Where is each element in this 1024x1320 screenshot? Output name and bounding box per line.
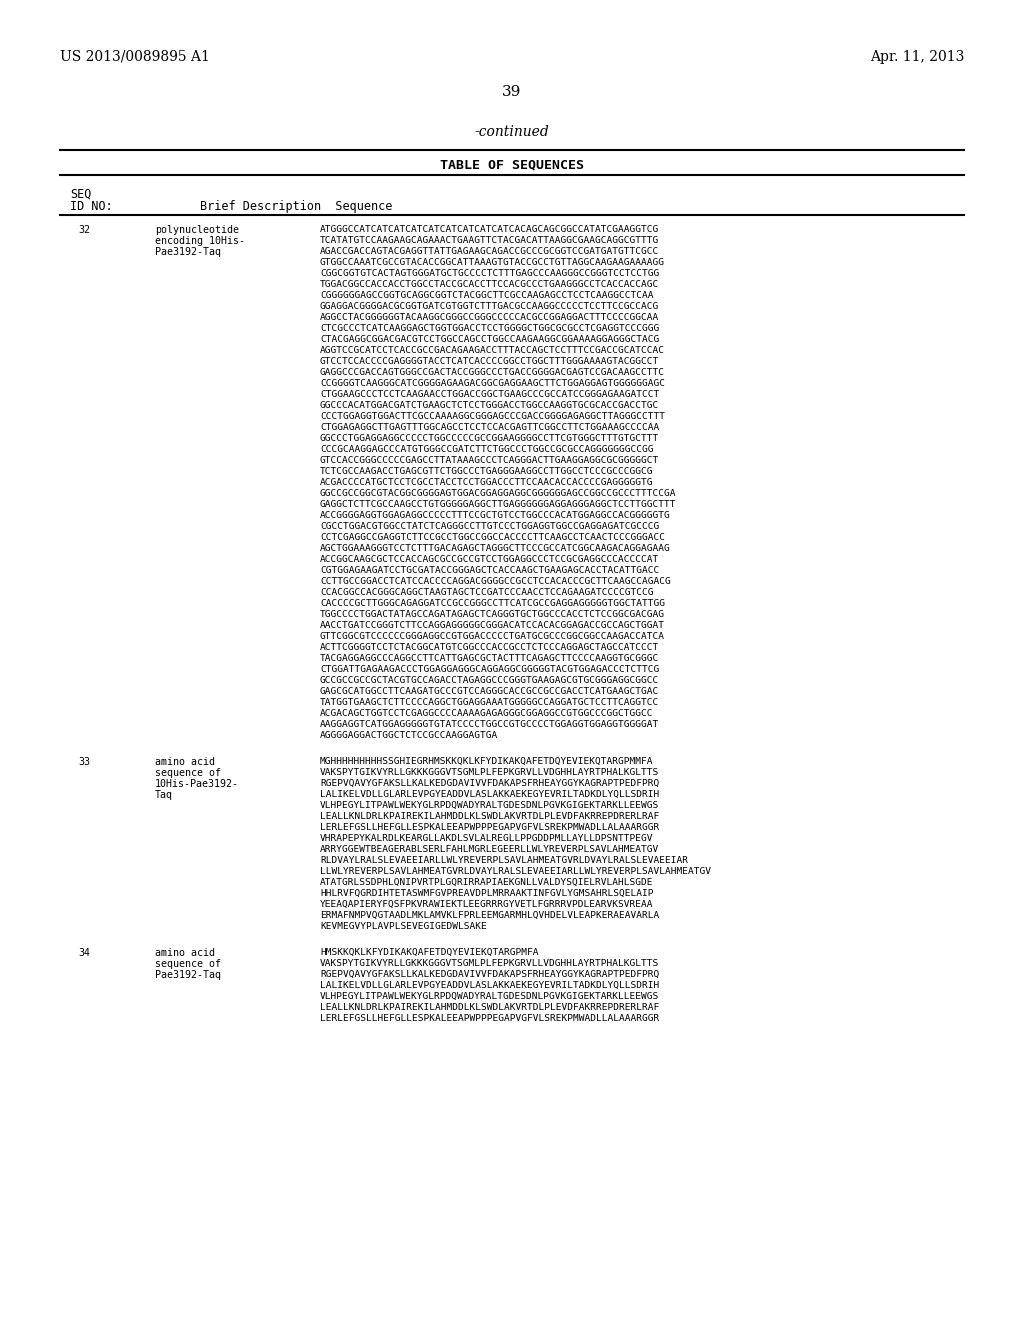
- Text: RLDVAYLRALSLEVAEEIARLLWLYREVERPLSAVLAHMEATGVRLDVAYLRALSLEVAEEIAR: RLDVAYLRALSLEVAEEIARLLWLYREVERPLSAVLAHME…: [319, 855, 688, 865]
- Text: US 2013/0089895 A1: US 2013/0089895 A1: [60, 50, 210, 63]
- Text: amino acid: amino acid: [155, 756, 215, 767]
- Text: GAGCGCATGGCCTTCAAGATGCCCGTCCAGGGCACCGCCGCCGACCTCATGAAGCTGAC: GAGCGCATGGCCTTCAAGATGCCCGTCCAGGGCACCGCCG…: [319, 686, 659, 696]
- Text: Pae3192-Taq: Pae3192-Taq: [155, 247, 221, 257]
- Text: GGCCCTGGAGGAGGCCCCCTGGCCCCCGCCGGAAGGGGCCTTCGTGGGCTTTGTGCTTT: GGCCCTGGAGGAGGCCCCCTGGCCCCCGCCGGAAGGGGCC…: [319, 434, 659, 444]
- Text: ATGGGCCATCATCATCATCATCATCATCATCATCACAGCAGCGGCCATATCGAAGGTCG: ATGGGCCATCATCATCATCATCATCATCATCATCACAGCA…: [319, 224, 659, 234]
- Text: KEVMEGVYPLAVPLSEVEGIGEDWLSAKE: KEVMEGVYPLAVPLSEVEGIGEDWLSAKE: [319, 921, 486, 931]
- Text: AGGTCCGCATCCTCACCGCCGACAGAAGACCTTTACCAGCTCCTTTCCGACCGCATCCAC: AGGTCCGCATCCTCACCGCCGACAGAAGACCTTTACCAGC…: [319, 346, 665, 355]
- Text: GTTCGGCGTCCCCCCGGGAGGCCGTGGACCCCCTGATGCGCCCGGCGGCCAAGACCATCA: GTTCGGCGTCCCCCCGGGAGGCCGTGGACCCCCTGATGCG…: [319, 632, 665, 642]
- Text: 39: 39: [503, 84, 521, 99]
- Text: amino acid: amino acid: [155, 948, 215, 958]
- Text: RGEPVQAVYGFAKSLLKALKEDGDAVIVVFDAKAPSFRHEAYGGYKAGRAPTPEDFPRQ: RGEPVQAVYGFAKSLLKALKEDGDAVIVVFDAKAPSFRHE…: [319, 970, 659, 979]
- Text: TCATATGTCCAAGAAGCAGAAACTGAAGTTCTACGACATTAAGGCGAAGCAGGCGTTTG: TCATATGTCCAAGAAGCAGAAACTGAAGTTCTACGACATT…: [319, 236, 659, 246]
- Text: GTCCTCCACCCCGAGGGGTACCTCATCACCCCGGCCTGGCTTTGGGAAAAGTACGGCCT: GTCCTCCACCCCGAGGGGTACCTCATCACCCCGGCCTGGC…: [319, 356, 659, 366]
- Text: ACCGGGGAGGTGGAGAGGCCCCCTTTCCGCTGTCCTGGCCCACATGGAGGCCACGGGGGTG: ACCGGGGAGGTGGAGAGGCCCCCTTTCCGCTGTCCTGGCC…: [319, 511, 671, 520]
- Text: GGCCGCCGGCGTACGGCGGGGAGTGGACGGAGGAGGCGGGGGGAGCCGGCCGCCCTTTCCGA: GGCCGCCGGCGTACGGCGGGGAGTGGACGGAGGAGGCGGG…: [319, 488, 677, 498]
- Text: LEALLKNLDRLKPAIREKILAHMDDLKLSWDLAKVRTDLPLEVDFAKRREPDRERLRAF: LEALLKNLDRLKPAIREKILAHMDDLKLSWDLAKVRTDLP…: [319, 812, 659, 821]
- Text: ACGACCCCATGCTCCTCGCCTACCTCCTGGACCCTTCCAACACCACCCCGAGGGGGTG: ACGACCCCATGCTCCTCGCCTACCTCCTGGACCCTTCCAA…: [319, 478, 653, 487]
- Text: Taq: Taq: [155, 789, 173, 800]
- Text: TCTCGCCAAGACCTGAGCGTTCTGGCCCTGAGGGAAGGCCTTGGCCTCCCGCCCGGCG: TCTCGCCAAGACCTGAGCGTTCTGGCCCTGAGGGAAGGCC…: [319, 467, 653, 477]
- Text: polynucleotide: polynucleotide: [155, 224, 239, 235]
- Text: MGHHHHHHHHHSSGHIEGRHMSKKQKLKFYDIKAKQAFETDQYEVIEKQTARGPMMFA: MGHHHHHHHHHSSGHIEGRHMSKKQKLKFYDIKAKQAFET…: [319, 756, 653, 766]
- Text: GTGGCCAAATCGCCGTACACCGGCATTAAAGTGTACCGCCTGTTAGGCAAGAAGAAAAGG: GTGGCCAAATCGCCGTACACCGGCATTAAAGTGTACCGCC…: [319, 257, 665, 267]
- Text: VHRAPEPYKALRDLKEARGLLAKDLSVLALREGLLPPGDDPMLLAYLLDPSNTTPEGV: VHRAPEPYKALRDLKEARGLLAKDLSVLALREGLLPPGDD…: [319, 834, 653, 843]
- Text: GCCGCCGCCGCTACGTGCCAGACCTAGAGGCCCGGGTGAAGAGCGTGCGGGAGGCGGCC: GCCGCCGCCGCTACGTGCCAGACCTAGAGGCCCGGGTGAA…: [319, 676, 659, 685]
- Text: VLHPEGYLITPAWLWEKYGLRPDQWADYRALTGDESDNLPGVKGIGEKTARKLLEEWGS: VLHPEGYLITPAWLWEKYGLRPDQWADYRALTGDESDNLP…: [319, 993, 659, 1001]
- Text: AGGCCTACGGGGGGTACAAGGCGGGCCGGGCCCCCACGCCGGAGGACTTTCCCCGGCAA: AGGCCTACGGGGGGTACAAGGCGGGCCGGGCCCCCACGCC…: [319, 313, 659, 322]
- Text: sequence of: sequence of: [155, 960, 221, 969]
- Text: CGGCGGTGTCACTAGTGGGATGCTGCCCCTCTTTGAGCCCAAGGGCCGGGTCCTCCTGG: CGGCGGTGTCACTAGTGGGATGCTGCCCCTCTTTGAGCCC…: [319, 269, 659, 279]
- Text: 32: 32: [78, 224, 90, 235]
- Text: GTCCACCGGGCCCCCGAGCCTTATAAAGCCCTCAGGGACTTGAAGGAGGCGCGGGGGCT: GTCCACCGGGCCCCCGAGCCTTATAAAGCCCTCAGGGACT…: [319, 455, 659, 465]
- Text: ERMAFNMPVQGTAADLMKLAMVKLFPRLEEMGARMHLQVHDELVLEAPKERAEAVARLA: ERMAFNMPVQGTAADLMKLAMVKLFPRLEEMGARMHLQVH…: [319, 911, 659, 920]
- Text: CCCTGGAGGTGGACTTCGCCAAAAGGCGGGAGCCCGACCGGGGAGAGGCTTAGGGCCTTT: CCCTGGAGGTGGACTTCGCCAAAAGGCGGGAGCCCGACCG…: [319, 412, 665, 421]
- Text: CCACGGCCACGGGCAGGCTAAGTAGCTCCGATCCCAACCTCCAGAAGATCCCCGTCCG: CCACGGCCACGGGCAGGCTAAGTAGCTCCGATCCCAACCT…: [319, 587, 653, 597]
- Text: CTGGAGAGGCTTGAGTTTGGCAGCCTCCTCCACGAGTTCGGCCTTCTGGAAAGCCCCAA: CTGGAGAGGCTTGAGTTTGGCAGCCTCCTCCACGAGTTCG…: [319, 422, 659, 432]
- Text: CTCGCCCTCATCAAGGAGCTGGTGGACCTCCTGGGGCTGGCGCGCCTCGAGGTCCCGGG: CTCGCCCTCATCAAGGAGCTGGTGGACCTCCTGGGGCTGG…: [319, 323, 659, 333]
- Text: ARRYGGEWTBEAGERABLSERLFAHLMGRLEGEERLLWLYREVERPLSAVLAHMEATGV: ARRYGGEWTBEAGERABLSERLFAHLMGRLEGEERLLWLY…: [319, 845, 659, 854]
- Text: TACGAGGAGGCCCAGGCCTTCATTGAGCGCTACTTTCAGAGCTTCCCCAAGGTGCGGGC: TACGAGGAGGCCCAGGCCTTCATTGAGCGCTACTTTCAGA…: [319, 653, 659, 663]
- Text: sequence of: sequence of: [155, 768, 221, 777]
- Text: AGACCGACCAGTACGAGGTTATTGAGAAGCAGACCGCCCGCGGTCCGATGATGTTCGCC: AGACCGACCAGTACGAGGTTATTGAGAAGCAGACCGCCCG…: [319, 247, 659, 256]
- Text: GGAGGACGGGGACGCGGTGATCGTGGTCTTTGACGCCAAGGCCCCCTCCTTCCGCCACG: GGAGGACGGGGACGCGGTGATCGTGGTCTTTGACGCCAAG…: [319, 302, 659, 312]
- Text: LERLEFGSLLHEFGLLESPKALEEAPWPPPEGAPVGFVLSREKPMWADLLALAAARGGR: LERLEFGSLLHEFGLLESPKALEEAPWPPPEGAPVGFVLS…: [319, 822, 659, 832]
- Text: 10His-Pae3192-: 10His-Pae3192-: [155, 779, 239, 789]
- Text: 33: 33: [78, 756, 90, 767]
- Text: Brief Description  Sequence: Brief Description Sequence: [200, 201, 392, 213]
- Text: LALIKELVDLLGLARLEVPGYEADDVLASLAKKAEKEGYEVRILTADKDLYQLLSDRIH: LALIKELVDLLGLARLEVPGYEADDVLASLAKKAEKEGYE…: [319, 789, 659, 799]
- Text: LALIKELVDLLGLARLEVPGYEADDVLASLAKKAEKEGYEVRILTADKDLYQLLSDRIH: LALIKELVDLLGLARLEVPGYEADDVLASLAKKAEKEGYE…: [319, 981, 659, 990]
- Text: CCGGGGTCAAGGGCATCGGGGAGAAGACGGCGAGGAAGCTTCTGGAGGAGTGGGGGGAGC: CCGGGGTCAAGGGCATCGGGGAGAAGACGGCGAGGAAGCT…: [319, 379, 665, 388]
- Text: CTGGAAGCCCTCCTCAAGAACCTGGACCGGCTGAAGCCCGCCATCCGGGAGAAGATCCT: CTGGAAGCCCTCCTCAAGAACCTGGACCGGCTGAAGCCCG…: [319, 389, 659, 399]
- Text: CTACGAGGCGGACGACGTCCTGGCCAGCCTGGCCAAGAAGGCGGAAAAGGAGGGCTACG: CTACGAGGCGGACGACGTCCTGGCCAGCCTGGCCAAGAAG…: [319, 335, 659, 345]
- Text: VLHPEGYLITPAWLWEKYGLRPDQWADYRALTGDESDNLPGVKGIGEKTARKLLEEWGS: VLHPEGYLITPAWLWEKYGLRPDQWADYRALTGDESDNLP…: [319, 801, 659, 810]
- Text: CCTTGCCGGACCTCATCCACCCCAGGACGGGGCCGCCTCCACACCCGCTTCAAGCCAGACG: CCTTGCCGGACCTCATCCACCCCAGGACGGGGCCGCCTCC…: [319, 577, 671, 586]
- Text: HMSKKQKLKFYDIKAKQAFETDQYEVIEKQTARGPMFA: HMSKKQKLKFYDIKAKQAFETDQYEVIEKQTARGPMFA: [319, 948, 539, 957]
- Text: GAGGCTCTTCGCCAAGCCTGTGGGGGAGGCTTGAGGGGGGAGGAGGGAGGCTCCTTGGCTTT: GAGGCTCTTCGCCAAGCCTGTGGGGGAGGCTTGAGGGGGG…: [319, 500, 677, 510]
- Text: CGTGGAGAAGATCCTGCGATACCGGGAGCTCACCAAGCTGAAGAGCACCTACATTGACC: CGTGGAGAAGATCCTGCGATACCGGGAGCTCACCAAGCTG…: [319, 566, 659, 576]
- Text: CGGGGGGAGCCGGTGCAGGCGGTCTACGGCTTCGCCAAGAGCCTCCTCAAGGCCTCAA: CGGGGGGAGCCGGTGCAGGCGGTCTACGGCTTCGCCAAGA…: [319, 290, 653, 300]
- Text: CCCGCAAGGAGCCCATGTGGGCCGATCTTCTGGCCCTGGCCGCGCCAGGGGGGGCCGG: CCCGCAAGGAGCCCATGTGGGCCGATCTTCTGGCCCTGGC…: [319, 445, 653, 454]
- Text: ACGACAGCTGGTCCTCGAGGCCCCAAAAGAGAGGGCGGAGGCCGTGGCCCGGCTGGCC: ACGACAGCTGGTCCTCGAGGCCCCAAAAGAGAGGGCGGAG…: [319, 709, 653, 718]
- Text: AGGGGAGGACTGGCTCTCCGCCAAGGAGTGA: AGGGGAGGACTGGCTCTCCGCCAAGGAGTGA: [319, 731, 499, 741]
- Text: 34: 34: [78, 948, 90, 958]
- Text: ACTTCGGGGTCCTCTACGGCATGTCGGCCCACCGCCTCTCCCAGGAGCTAGCCATCCCT: ACTTCGGGGTCCTCTACGGCATGTCGGCCCACCGCCTCTC…: [319, 643, 659, 652]
- Text: LLWLYREVERPLSAVLAHMEATGVRLDVAYLRALSLEVAEEIARLLWLYREVERPLSAVLAHMEATGV: LLWLYREVERPLSAVLAHMEATGVRLDVAYLRALSLEVAE…: [319, 867, 711, 876]
- Text: encoding 10His-: encoding 10His-: [155, 236, 245, 246]
- Text: CACCCCGCTTGGGCAGAGGATCCGCCGGGCCTTCATCGCCGAGGAGGGGGTGGCTATTGG: CACCCCGCTTGGGCAGAGGATCCGCCGGGCCTTCATCGCC…: [319, 599, 665, 609]
- Text: TATGGTGAAGCTCTTCCCCAGGCTGGAGGAAATGGGGGCCAGGATGCTCCTTCAGGTCC: TATGGTGAAGCTCTTCCCCAGGCTGGAGGAAATGGGGGCC…: [319, 698, 659, 708]
- Text: CTGGATTGAGAAGACCCTGGAGGAGGGCAGGAGGCGGGGGTACGTGGAGACCCTCTTCG: CTGGATTGAGAAGACCCTGGAGGAGGGCAGGAGGCGGGGG…: [319, 665, 659, 675]
- Text: ACCGGCAAGCGCTCCACCAGCGCCGCCGTCCTGGAGGCCCTCCGCGAGGCCCACCCCAT: ACCGGCAAGCGCTCCACCAGCGCCGCCGTCCTGGAGGCCC…: [319, 554, 659, 564]
- Text: VAKSPYTGIKVYRLLGKKKGGGVTSGMLPLFEPKGRVLLVDGHHLAYRTPHALKGLTTS: VAKSPYTGIKVYRLLGKKKGGGVTSGMLPLFEPKGRVLLV…: [319, 960, 659, 968]
- Text: VAKSPYTGIKVYRLLGKKKGGGVTSGMLPLFEPKGRVLLVDGHHLAYRTPHALKGLTTS: VAKSPYTGIKVYRLLGKKKGGGVTSGMLPLFEPKGRVLLV…: [319, 768, 659, 777]
- Text: -continued: -continued: [475, 125, 549, 139]
- Text: CCTCGAGGCCGAGGTCTTCCGCCTGGCCGGCCACCCCTTCAAGCCTCAACTCCCGGGACC: CCTCGAGGCCGAGGTCTTCCGCCTGGCCGGCCACCCCTTC…: [319, 533, 665, 543]
- Text: RGEPVQAVYGFAKSLLKALKEDGDAVIVVFDAKAPSFRHEAYGGYKAGRAPTPEDFPRQ: RGEPVQAVYGFAKSLLKALKEDGDAVIVVFDAKAPSFRHE…: [319, 779, 659, 788]
- Text: Pae3192-Taq: Pae3192-Taq: [155, 970, 221, 979]
- Text: CGCCTGGACGTGGCCTATCTCAGGGCCTTGTCCCTGGAGGTGGCCGAGGAGATCGCCCG: CGCCTGGACGTGGCCTATCTCAGGGCCTTGTCCCTGGAGG…: [319, 521, 659, 531]
- Text: YEEAQAPIERYFQSFPKVRAWIEKTLEEGRRRGYVETLFGRRRVPDLEARVKSVREAA: YEEAQAPIERYFQSFPKVRAWIEKTLEEGRRRGYVETLFG…: [319, 900, 653, 909]
- Text: HHLRVFQGRDIHTETASWMFGVPREAVDPLMRRAAKTINFGVLYGMSAHRLSQELAIP: HHLRVFQGRDIHTETASWMFGVPREAVDPLMRRAAKTINF…: [319, 888, 653, 898]
- Text: AAGGAGGTCATGGAGGGGGTGTATCCCCTGGCCGTGCCCCTGGAGGTGGAGGTGGGGAT: AAGGAGGTCATGGAGGGGGTGTATCCCCTGGCCGTGCCCC…: [319, 719, 659, 729]
- Text: Apr. 11, 2013: Apr. 11, 2013: [869, 50, 964, 63]
- Text: GGCCCACATGGACGATCTGAAGCTCTCCTGGGACCTGGCCAAGGTGCGCACCGACCTGC: GGCCCACATGGACGATCTGAAGCTCTCCTGGGACCTGGCC…: [319, 401, 659, 411]
- Text: GAGGCCCGACCAGTGGGCCGACTACCGGGCCCTGACCGGGGACGAGTCCGACAAGCCTTC: GAGGCCCGACCAGTGGGCCGACTACCGGGCCCTGACCGGG…: [319, 368, 665, 378]
- Text: LERLEFGSLLHEFGLLESPKALEEAPWPPPEGAPVGFVLSREKPMWADLLALAAARGGR: LERLEFGSLLHEFGLLESPKALEEAPWPPPEGAPVGFVLS…: [319, 1014, 659, 1023]
- Text: TGGACGGCCACCACCTGGCCTACCGCACCTTCCACGCCCTGAAGGGCCTCACCACCAGC: TGGACGGCCACCACCTGGCCTACCGCACCTTCCACGCCCT…: [319, 280, 659, 289]
- Text: ID NO:: ID NO:: [70, 201, 113, 213]
- Text: SEQ: SEQ: [70, 187, 91, 201]
- Text: TGGCCCCTGGACTATAGCCAGATAGAGCTCAGGGTGCTGGCCCACCTCTCCGGCGACGAG: TGGCCCCTGGACTATAGCCAGATAGAGCTCAGGGTGCTGG…: [319, 610, 665, 619]
- Text: TABLE OF SEQUENCES: TABLE OF SEQUENCES: [440, 158, 584, 172]
- Text: LEALLKNLDRLKPAIREKILAHMDDLKLSWDLAKVRTDLPLEVDFAKRREPDRERLRAF: LEALLKNLDRLKPAIREKILAHMDDLKLSWDLAKVRTDLP…: [319, 1003, 659, 1012]
- Text: ATATGRLSSDPHLQNIPVRTPLGQRIRRAPIAEKGNLLVALDYSQIELRVLAHLSGDE: ATATGRLSSDPHLQNIPVRTPLGQRIRRAPIAEKGNLLVA…: [319, 878, 653, 887]
- Text: AACCTGATCCGGGTCTTCCAGGAGGGGGCGGGACATCCACACGGAGACCGCCAGCTGGAT: AACCTGATCCGGGTCTTCCAGGAGGGGGCGGGACATCCAC…: [319, 620, 665, 630]
- Text: AGCTGGAAAGGGTCCTCTTTGACAGAGCTAGGGCTTCCCGCCATCGGCAAGACAGGAGAAG: AGCTGGAAAGGGTCCTCTTTGACAGAGCTAGGGCTTCCCG…: [319, 544, 671, 553]
